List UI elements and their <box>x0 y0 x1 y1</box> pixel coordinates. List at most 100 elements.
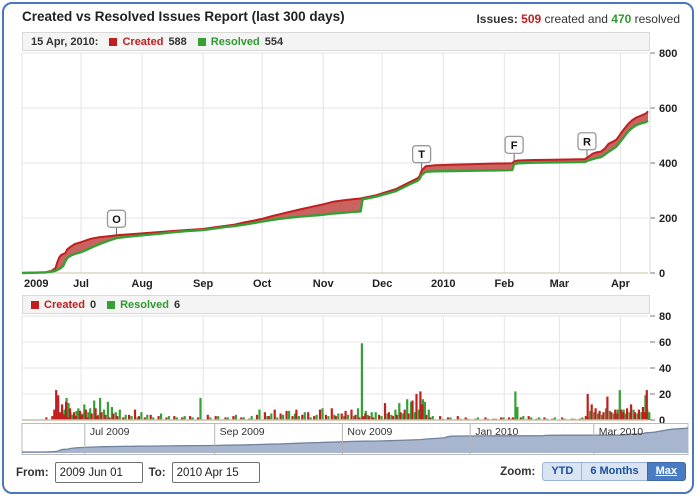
resolved-bar <box>374 412 377 420</box>
resolved-bar <box>83 404 86 420</box>
created-bar <box>399 412 402 420</box>
issues-resolved-count: 470 <box>611 12 632 26</box>
timeline-navigator[interactable]: Jul 2009 Sep 2009 Nov 2009 Jan 2010 Mar 2010 <box>0 423 700 457</box>
x-axis-label: Mar <box>550 278 570 290</box>
resolved-bar <box>636 413 639 420</box>
created-bar <box>173 416 176 420</box>
legend-created-value: 0 <box>89 298 97 311</box>
resolved-bar <box>67 403 70 420</box>
created-bar <box>511 417 514 420</box>
resolved-bar <box>191 417 194 420</box>
created-bar <box>318 409 322 420</box>
legend-resolved-label: Resolved <box>120 298 170 311</box>
created-bar <box>128 414 131 420</box>
created-bar <box>116 416 119 420</box>
created-series-line <box>21 110 649 274</box>
zoom-controls: Zoom: YTD 6 Months Max <box>500 462 686 481</box>
created-bar <box>598 410 601 420</box>
legend-resolved-value: 6 <box>174 298 181 311</box>
resolved-bar <box>124 414 127 420</box>
created-bar <box>90 413 93 420</box>
created-bar <box>395 414 398 420</box>
cumulative-issues-area-chart[interactable]: 0 200 400 600 800 2009 Jul Aug Sep Oct Nov Dec 2010 F… <box>0 38 700 290</box>
created-bar <box>279 413 282 420</box>
legend-resolved-label: Resolved <box>210 35 260 48</box>
release-flag-O[interactable]: O <box>106 209 127 235</box>
resolved-bar <box>352 416 356 420</box>
created-bar <box>108 417 111 420</box>
navigator-label: Nov 2009 <box>347 426 392 438</box>
created-bar <box>224 417 227 420</box>
resolved-bar <box>234 414 237 420</box>
resolved-bar <box>118 409 121 420</box>
created-bar <box>255 414 259 420</box>
navigator-label: Jan 2010 <box>475 426 518 438</box>
zoom-max-button[interactable]: Max <box>646 462 686 481</box>
created-bar <box>626 408 629 420</box>
created-bar <box>590 404 593 420</box>
resolved-bar <box>315 414 318 420</box>
zoom-6months-button[interactable]: 6 Months <box>581 462 648 481</box>
resolved-bar <box>356 408 360 420</box>
resolved-bar <box>589 410 592 420</box>
resolved-bar <box>431 416 434 420</box>
resolved-bar <box>89 408 92 420</box>
resolved-bar <box>93 400 96 420</box>
x-axis-label: Feb <box>495 278 515 290</box>
resolved-bar <box>337 413 340 420</box>
resolved-bar <box>276 417 279 420</box>
created-bar <box>273 409 276 420</box>
resolved-bar <box>297 416 300 420</box>
resolved-bar <box>366 414 369 420</box>
issues-summary: Issues: 509 created and 470 resolved <box>476 12 680 26</box>
created-bar <box>324 414 327 420</box>
created-bar <box>527 416 530 420</box>
release-flag-T[interactable]: T <box>411 145 432 170</box>
resolved-bar <box>370 412 373 420</box>
from-label: From: <box>16 466 49 479</box>
created-bar <box>53 409 56 420</box>
bottom-chart-legend: Created 0 Resolved 6 <box>22 295 650 314</box>
created-bar <box>189 416 192 420</box>
created-bar <box>263 412 266 420</box>
created-bar <box>295 409 298 420</box>
resolved-bar <box>288 410 291 420</box>
release-flag-R[interactable]: R <box>577 132 597 157</box>
daily-issues-bar-chart[interactable]: 0 20 40 60 80 <box>0 310 700 424</box>
created-bar <box>104 414 107 420</box>
created-bar <box>446 417 450 420</box>
resolved-bar <box>522 416 525 420</box>
created-bar <box>45 417 48 420</box>
x-axis-label: Aug <box>131 278 152 290</box>
created-bar <box>232 416 235 420</box>
resolved-bar <box>402 413 405 420</box>
navigator-area-outline <box>21 427 689 453</box>
resolved-bar <box>209 417 212 420</box>
resolved-bar <box>130 416 133 420</box>
resolved-bar <box>502 417 505 420</box>
legend-date-label: 15 Apr, 2010: <box>31 35 99 48</box>
release-flag-F[interactable]: F <box>504 135 524 161</box>
resolved-bar <box>71 414 74 420</box>
y-axis-label: 0 <box>659 415 665 424</box>
resolved-bar <box>538 417 541 420</box>
zoom-ytd-button[interactable]: YTD <box>542 462 583 481</box>
zoom-label: Zoom: <box>500 465 536 478</box>
created-bar <box>307 412 310 420</box>
resolved-bar <box>644 395 647 420</box>
issues-resolved-text: resolved <box>634 12 680 26</box>
created-bar <box>94 408 97 420</box>
created-bar <box>391 416 394 420</box>
to-date-input[interactable] <box>171 462 260 483</box>
created-bar <box>149 414 152 420</box>
created-bar <box>602 412 605 420</box>
created-bar <box>419 391 422 420</box>
created-bar <box>456 416 459 420</box>
created-bar <box>206 414 209 420</box>
x-axis-label: Dec <box>372 278 392 290</box>
created-bar <box>96 416 99 420</box>
created-bar <box>610 412 613 420</box>
from-date-input[interactable] <box>54 462 143 483</box>
resolved-bar <box>77 408 80 420</box>
legend-created-label: Created <box>44 298 85 311</box>
